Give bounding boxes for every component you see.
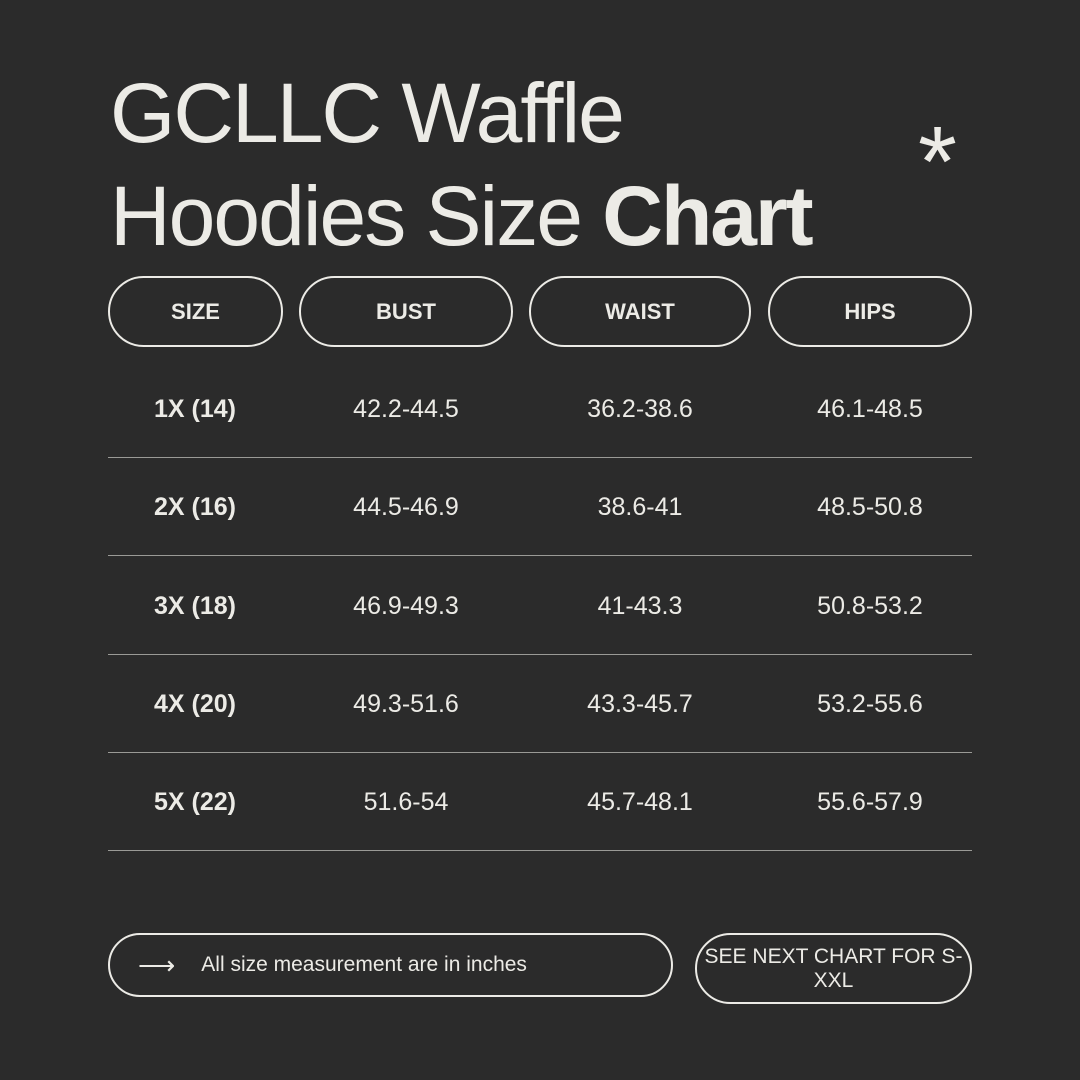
- cell-bust: 44.5-46.9: [353, 492, 459, 521]
- title-line-2: Hoodies Size: [110, 169, 583, 263]
- header-size: SIZE: [108, 276, 283, 347]
- cell-waist: 41-43.3: [597, 591, 683, 620]
- table-row: 4X (20) 49.3-51.6 43.3-45.7 53.2-55.6: [108, 655, 972, 753]
- cell-hips: 50.8-53.2: [817, 591, 923, 620]
- cell-hips: 48.5-50.8: [817, 492, 923, 521]
- units-note-text: All size measurement are in inches: [201, 953, 527, 976]
- header-hips: HIPS: [768, 276, 972, 347]
- asterisk-icon: *: [918, 106, 957, 218]
- cell-size: 4X (20): [154, 689, 236, 718]
- units-note: ⟶ All size measurement are in inches: [108, 933, 673, 997]
- cell-bust: 49.3-51.6: [353, 689, 459, 718]
- cell-waist: 36.2-38.6: [587, 394, 693, 423]
- next-chart-button[interactable]: SEE NEXT CHART FOR S-XXL: [695, 933, 972, 1004]
- cell-size: 3X (18): [154, 591, 236, 620]
- cell-bust: 46.9-49.3: [353, 591, 459, 620]
- title-bold-word: Chart: [602, 169, 813, 263]
- cell-waist: 45.7-48.1: [587, 787, 693, 816]
- cell-size: 2X (16): [154, 492, 236, 521]
- header-bust: BUST: [299, 276, 513, 347]
- table-row: 5X (22) 51.6-54 45.7-48.1 55.6-57.9: [108, 753, 972, 851]
- cell-bust: 51.6-54: [363, 787, 449, 816]
- cell-waist: 38.6-41: [597, 492, 683, 521]
- table-row: 2X (16) 44.5-46.9 38.6-41 48.5-50.8: [108, 458, 972, 556]
- title-line-1: GCLLC Waffle: [110, 66, 625, 160]
- table-row: 1X (14) 42.2-44.5 36.2-38.6 46.1-48.5: [108, 360, 972, 458]
- arrow-right-icon: ⟶: [138, 949, 176, 980]
- header-waist: WAIST: [529, 276, 751, 347]
- page-title: GCLLC Waffle Hoodies Size Chart: [110, 62, 814, 268]
- cell-size: 5X (22): [154, 787, 236, 816]
- cell-hips: 53.2-55.6: [817, 689, 923, 718]
- cell-hips: 46.1-48.5: [817, 394, 923, 423]
- cell-bust: 42.2-44.5: [353, 394, 459, 423]
- cell-size: 1X (14): [154, 394, 236, 423]
- table-row: 3X (18) 46.9-49.3 41-43.3 50.8-53.2: [108, 557, 972, 655]
- cell-hips: 55.6-57.9: [817, 787, 923, 816]
- cell-waist: 43.3-45.7: [587, 689, 693, 718]
